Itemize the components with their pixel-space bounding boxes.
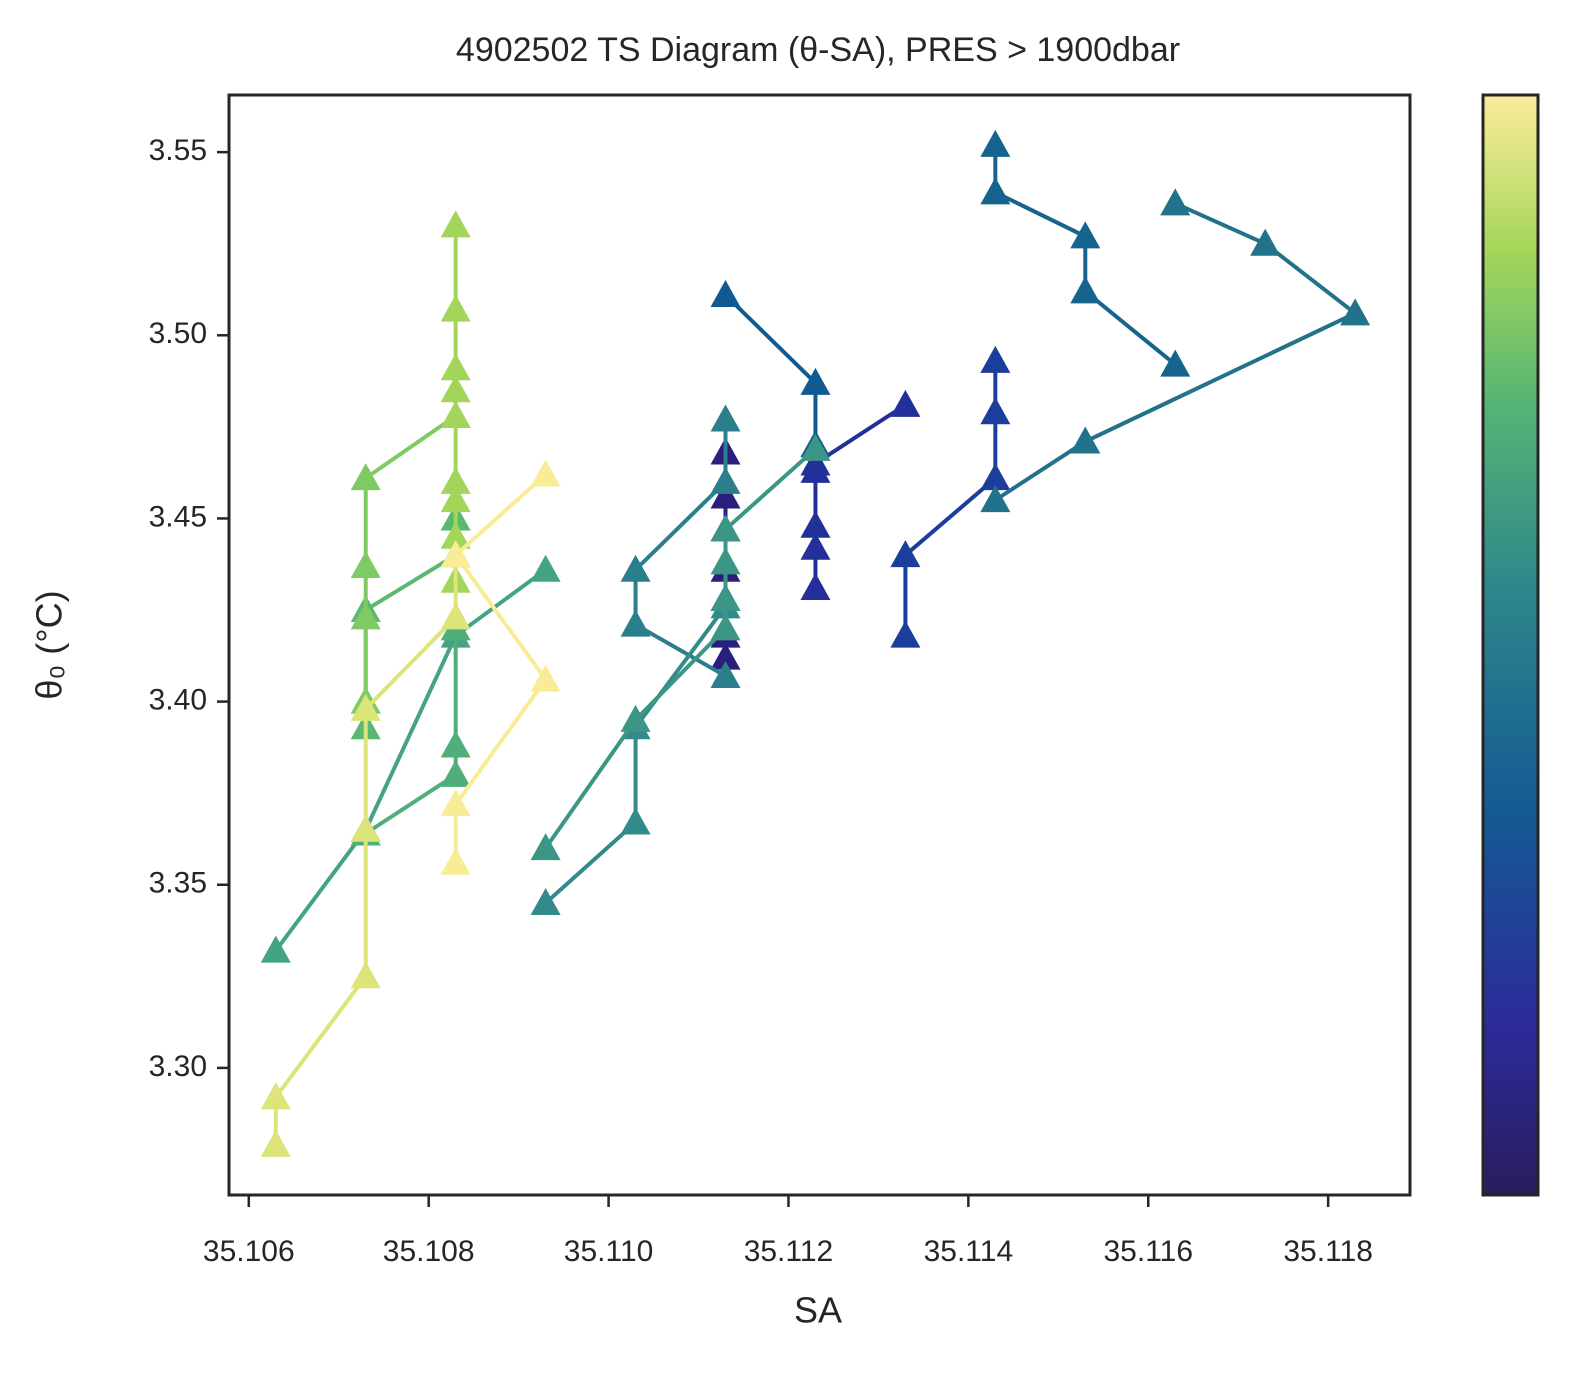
marker [440,353,471,381]
y-tick-label: 3.45 [149,500,207,533]
marker [620,704,651,732]
marker [530,833,561,861]
marker [440,759,471,787]
x-tick-label: 35.118 [1283,1235,1373,1268]
series-line [993,144,1177,367]
y-tick-label: 3.40 [149,684,207,717]
marker [1070,426,1101,454]
marker [1070,276,1101,304]
x-tick-label: 35.114 [924,1235,1014,1268]
marker [350,602,381,630]
series-line [452,472,549,863]
x-tick-label: 35.112 [744,1235,834,1268]
marker [800,433,831,461]
marker [710,660,741,688]
marker [800,532,831,560]
series-line [903,360,998,636]
x-axis-label: SA [794,1290,842,1331]
marker [440,847,471,875]
marker [980,397,1011,425]
x-tick-label: 35.106 [203,1235,295,1268]
marker [260,1082,291,1110]
marker [350,693,381,721]
marker [440,294,471,322]
marker [800,367,831,395]
marker [710,404,741,432]
marker [800,573,831,601]
marker [530,888,561,916]
marker [260,1129,291,1157]
marker [440,400,471,428]
marker [350,961,381,989]
marker [620,554,651,582]
marker [710,466,741,494]
marker [890,620,921,648]
series-line [363,414,457,702]
marker [980,129,1011,157]
series-line [544,605,728,905]
marker [710,481,741,509]
y-tick-label: 3.50 [149,317,207,350]
marker [440,375,471,403]
marker [800,455,831,483]
marker [1340,298,1371,326]
plot-area [260,129,1371,1157]
marker [350,814,381,842]
marker [710,547,741,575]
marker [710,584,741,612]
marker [350,551,381,579]
marker [710,642,741,670]
marker [530,459,561,487]
y-tick-label: 3.55 [149,134,207,167]
marker [1160,349,1191,377]
chart-title: 4902502 TS Diagram (θ-SA), PRES > 1900db… [456,31,1180,69]
marker [440,485,471,513]
marker [1160,188,1191,216]
y-tick-label: 3.30 [149,1050,207,1083]
marker [890,389,921,417]
marker [980,485,1011,513]
plot-frame [227,93,1412,1197]
marker [710,613,741,641]
marker [1070,221,1101,249]
series-line [813,403,907,589]
marker [800,510,831,538]
marker [1250,228,1281,256]
x-tick-label: 35.116 [1103,1235,1193,1268]
marker [530,554,561,582]
marker [440,730,471,758]
marker [530,664,561,692]
marker [710,514,741,542]
y-tick-label: 3.35 [149,867,207,900]
marker [260,935,291,963]
marker [620,807,651,835]
marker [440,540,471,568]
series-line [633,419,728,678]
marker [980,345,1011,373]
series-line [724,293,818,446]
marker [440,210,471,238]
colorbar [1481,93,1540,1197]
marker [440,466,471,494]
marker [710,280,741,307]
series-line [274,568,547,952]
x-tick-label: 35.108 [383,1235,475,1268]
marker [890,540,921,568]
x-tick-label: 35.110 [564,1235,654,1268]
marker [350,463,381,491]
marker [620,609,651,637]
y-axis-label: θ₀ (°C) [29,590,70,699]
marker [440,521,471,549]
marker [440,602,471,630]
marker [980,463,1011,491]
marker [440,789,471,817]
marker [980,177,1011,205]
